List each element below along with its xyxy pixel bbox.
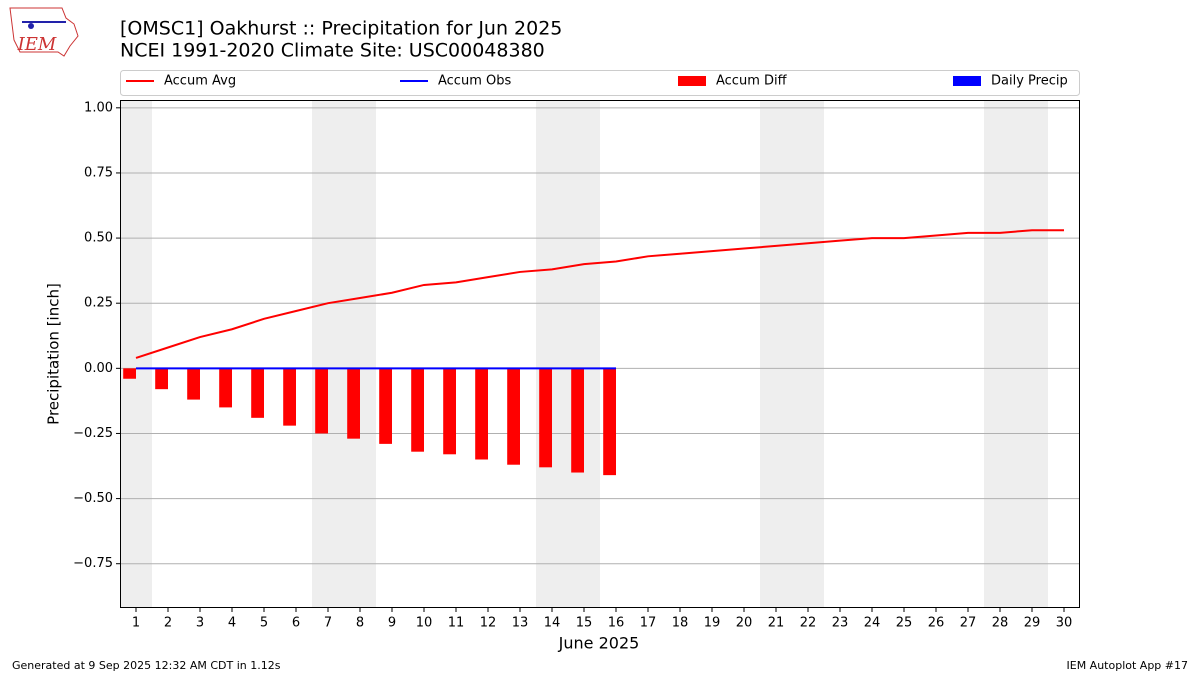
x-tick-label: 2: [164, 616, 172, 631]
legend-label: Accum Obs: [438, 74, 511, 89]
footer-right: IEM Autoplot App #17: [1067, 659, 1189, 672]
x-tick-label: 9: [388, 616, 396, 631]
x-tick-label: 12: [480, 616, 497, 631]
bar: [411, 368, 424, 452]
x-tick-label: 26: [928, 616, 945, 631]
x-tick-label: 18: [672, 616, 689, 631]
bar: [379, 368, 392, 444]
x-tick-label: 3: [196, 616, 204, 631]
bar: [315, 368, 328, 434]
x-tick-label: 11: [448, 616, 465, 631]
x-tick-label: 15: [576, 616, 593, 631]
y-tick-label: −0.50: [73, 491, 113, 506]
legend-label: Accum Avg: [164, 74, 236, 89]
y-tick-label: 0.00: [84, 361, 113, 376]
bar: [539, 368, 552, 468]
legend-label: Daily Precip: [991, 74, 1068, 89]
x-tick-label: 21: [768, 616, 785, 631]
bar: [219, 368, 232, 408]
x-tick-label: 16: [608, 616, 625, 631]
x-tick-label: 4: [228, 616, 236, 631]
x-tick-label: 20: [736, 616, 753, 631]
logo-text: IEM: [17, 34, 57, 55]
y-tick-label: −0.25: [73, 426, 113, 441]
x-tick-label: 1: [132, 616, 140, 631]
bar: [251, 368, 264, 418]
y-tick-label: 0.75: [84, 165, 113, 180]
x-tick-label: 8: [356, 616, 364, 631]
x-tick-label: 22: [800, 616, 817, 631]
x-tick-label: 13: [512, 616, 529, 631]
bar: [347, 368, 360, 439]
x-tick-label: 24: [864, 616, 881, 631]
x-axis-label: June 2025: [558, 634, 640, 653]
bar: [507, 368, 520, 465]
y-axis-label: Precipitation [inch]: [45, 283, 63, 425]
x-tick-label: 10: [416, 616, 433, 631]
y-tick-label: −0.75: [73, 556, 113, 571]
footer-left: Generated at 9 Sep 2025 12:32 AM CDT in …: [12, 659, 281, 672]
x-tick-label: 19: [704, 616, 721, 631]
x-tick-label: 7: [324, 616, 332, 631]
y-tick-label: 1.00: [84, 100, 113, 115]
y-tick-label: 0.50: [84, 231, 113, 246]
x-tick-label: 28: [992, 616, 1009, 631]
bar: [123, 368, 136, 379]
bar: [155, 368, 168, 390]
bar: [571, 368, 584, 473]
x-tick-label: 14: [544, 616, 561, 631]
logo: IEM: [9, 7, 79, 57]
x-tick-label: 29: [1024, 616, 1041, 631]
y-tick-label: 0.25: [84, 296, 113, 311]
legend-box: [120, 70, 1080, 96]
x-tick-label: 17: [640, 616, 657, 631]
bar: [187, 368, 200, 400]
x-tick-label: 25: [896, 616, 913, 631]
bar: [283, 368, 296, 426]
weekend-shading: [120, 100, 1048, 608]
x-tick-label: 5: [260, 616, 268, 631]
chart-subtitle: NCEI 1991-2020 Climate Site: USC00048380: [120, 40, 545, 62]
x-tick-label: 23: [832, 616, 849, 631]
legend-swatch: [678, 76, 706, 86]
bar: [475, 368, 488, 460]
x-tick-label: 27: [960, 616, 977, 631]
x-tick-label: 30: [1056, 616, 1073, 631]
legend-swatch: [953, 76, 981, 86]
x-tick-label: 6: [292, 616, 300, 631]
legend-label: Accum Diff: [716, 74, 788, 89]
bar: [443, 368, 456, 455]
bar: [603, 368, 616, 476]
chart-title: [OMSC1] Oakhurst :: Precipitation for Ju…: [120, 18, 562, 40]
line: [135, 229, 1064, 359]
plot-frame: [120, 100, 1080, 608]
